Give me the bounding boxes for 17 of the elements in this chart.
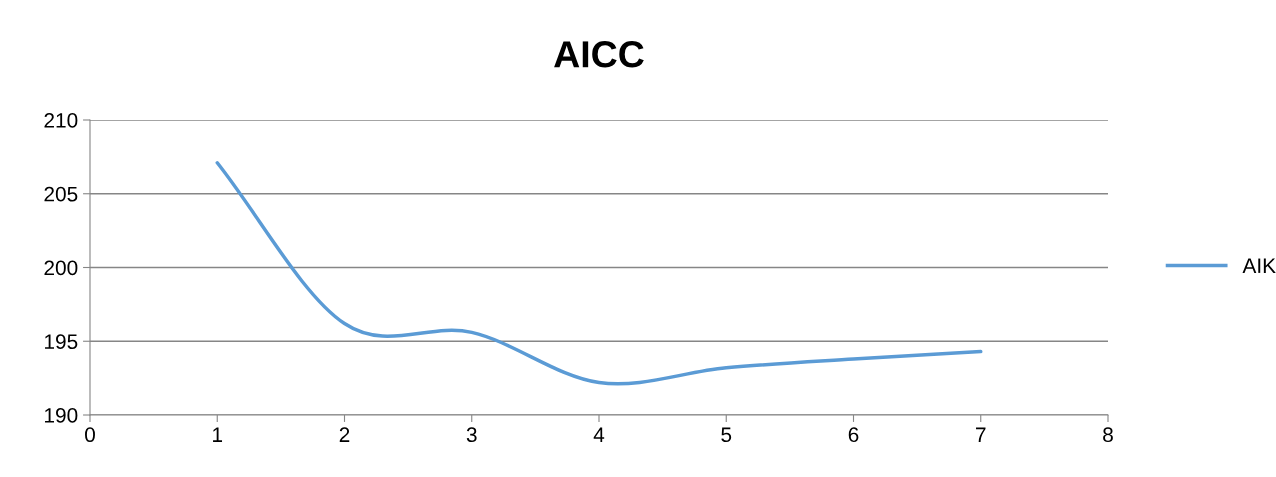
- x-tick-label: 3: [466, 427, 477, 443]
- x-tick-label: 4: [593, 427, 605, 442]
- x-tick-label: 1: [213, 427, 223, 442]
- x-tick-label: 7: [976, 427, 986, 442]
- x-tick-label: 5: [721, 427, 732, 443]
- y-tick-label: 190: [45, 408, 78, 423]
- y-tick-label: 205: [44, 186, 78, 202]
- y-tick-label: 200: [44, 260, 78, 276]
- chart-title: AICC: [554, 41, 644, 68]
- x-tick-label: 0: [85, 427, 95, 443]
- legend-label: AIK: [1242, 258, 1276, 273]
- x-tick-label: 6: [848, 427, 859, 443]
- y-tick-label: 195: [45, 334, 78, 349]
- x-tick-label: 2: [339, 427, 350, 442]
- y-tick-label: 210: [44, 113, 78, 128]
- line-series: [215, 161, 983, 386]
- x-tick-label: 8: [1103, 427, 1113, 443]
